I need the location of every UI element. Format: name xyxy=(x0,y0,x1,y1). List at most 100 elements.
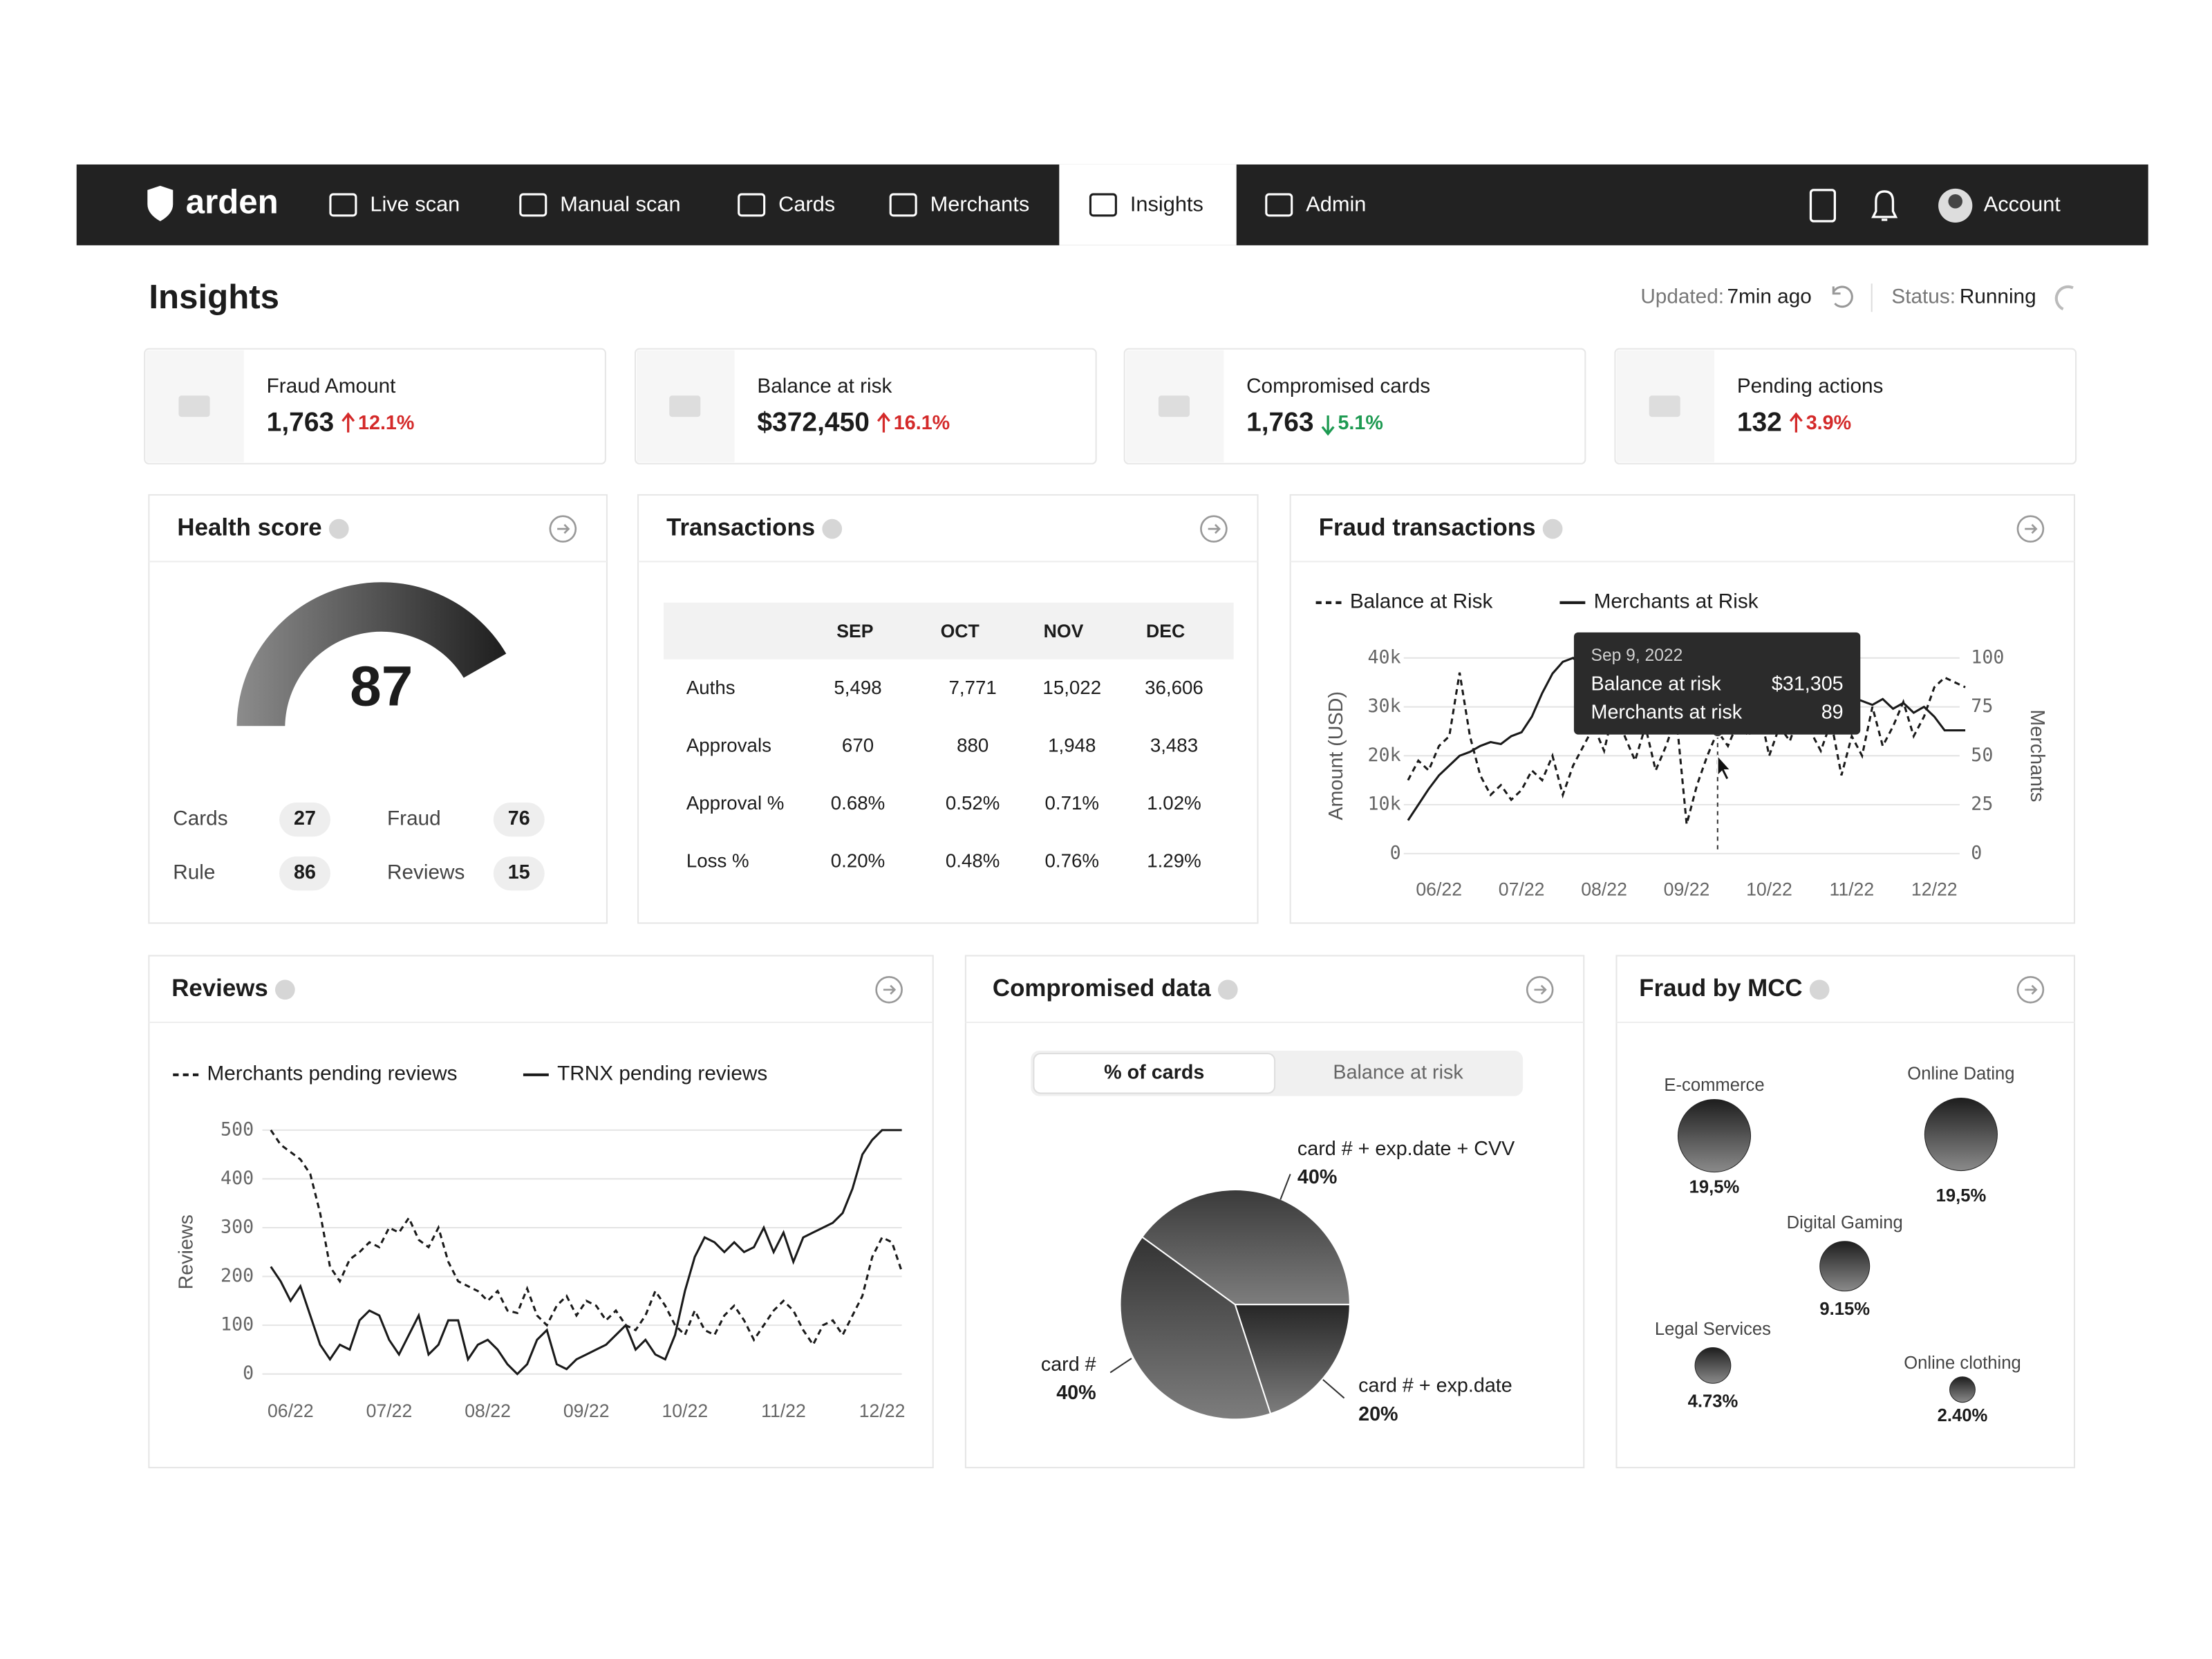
column-header: DEC xyxy=(1146,621,1185,641)
health-score: 87 xyxy=(350,655,413,718)
kpi-arrow xyxy=(1321,415,1335,436)
kpi-label: Compromised cards xyxy=(1246,375,1430,397)
x-tick-label: 09/22 xyxy=(1664,879,1710,899)
bubble-label: Online clothing xyxy=(1904,1353,2021,1373)
y-tick-label: 200 xyxy=(221,1265,254,1286)
panel-link-arrow xyxy=(1208,524,1221,534)
series-line xyxy=(270,1130,903,1347)
nav-icon xyxy=(329,193,357,217)
bubble xyxy=(1819,1241,1871,1292)
x-tick-label: 07/22 xyxy=(1499,879,1545,899)
info-icon[interactable] xyxy=(274,980,295,1000)
panel-link-arrow xyxy=(883,984,897,995)
panel-title: Reviews xyxy=(171,975,268,1002)
table-cell: 7,771 xyxy=(949,677,997,698)
panel xyxy=(1615,955,2076,1469)
slice-value: 40% xyxy=(1056,1382,1096,1404)
table-header xyxy=(664,602,1234,659)
nav-icon xyxy=(889,193,917,217)
status-label: Status: xyxy=(1891,285,1956,308)
table-cell: 670 xyxy=(842,735,874,756)
legend-label: Merchants pending reviews xyxy=(207,1062,457,1085)
table-cell: 0.52% xyxy=(946,792,1000,814)
table-cell: 0.68% xyxy=(831,792,885,814)
y-tick-label: 10k xyxy=(1368,794,1401,815)
table-cell: 0.20% xyxy=(831,850,885,872)
table-cell: 5,498 xyxy=(834,677,881,698)
kpi-label: Balance at risk xyxy=(757,375,892,397)
nav-item[interactable]: Insights xyxy=(1130,192,1203,216)
avatar-face xyxy=(1948,194,1962,209)
stat-pill xyxy=(493,803,545,837)
panel-link-arrow xyxy=(2025,524,2038,534)
panel-title: Fraud transactions xyxy=(1319,514,1536,541)
nav-item[interactable]: Admin xyxy=(1306,192,1366,216)
tab[interactable]: % of cards xyxy=(1104,1061,1204,1083)
info-icon[interactable] xyxy=(1217,980,1238,1000)
x-tick-label: 12/22 xyxy=(1911,879,1958,899)
kpi-value: 1,763 xyxy=(1246,408,1314,438)
y-tick-label: 40k xyxy=(1368,646,1401,668)
stat-label: Cards xyxy=(173,807,227,830)
account[interactable]: Account xyxy=(1984,192,2061,216)
x-tick-label: 12/22 xyxy=(859,1400,906,1421)
kpi-icon xyxy=(178,395,210,418)
series-line xyxy=(1407,672,1966,825)
slice-label: card # + exp.date + CVV xyxy=(1297,1138,1515,1160)
column-header: OCT xyxy=(941,621,980,641)
bubble-label: Legal Services xyxy=(1655,1320,1771,1339)
table-cell: 1.29% xyxy=(1147,850,1201,872)
panel-link[interactable] xyxy=(2016,515,2045,543)
panel xyxy=(637,494,1259,924)
cursor xyxy=(1716,754,1732,781)
nav-item[interactable]: Cards xyxy=(778,192,835,216)
bubble-label: Digital Gaming xyxy=(1787,1213,1903,1232)
table-cell: 880 xyxy=(957,735,988,756)
updated-value: 7min ago xyxy=(1727,285,1811,308)
refresh-icon[interactable] xyxy=(1832,285,1853,308)
nav-icon xyxy=(738,193,766,217)
info-icon[interactable] xyxy=(328,518,349,539)
panel-link[interactable] xyxy=(2016,975,2045,1004)
y-tick-label: 300 xyxy=(221,1217,254,1238)
kpi-card xyxy=(634,348,1097,465)
kpi-icon xyxy=(1158,395,1190,418)
panel xyxy=(148,494,608,924)
y-axis-label: Amount (USD) xyxy=(1325,691,1347,821)
nav-item[interactable]: Manual scan xyxy=(560,192,680,216)
panel-link[interactable] xyxy=(1526,975,1554,1004)
kpi-card xyxy=(144,348,606,465)
series-line xyxy=(270,1129,902,1376)
y-tick-label: 100 xyxy=(221,1314,254,1335)
info-icon[interactable] xyxy=(822,518,843,539)
kpi-value: 1,763 xyxy=(267,408,335,438)
x-tick-label: 08/22 xyxy=(465,1400,511,1421)
kpi-arrow xyxy=(341,412,355,433)
info-icon[interactable] xyxy=(1542,518,1563,539)
slice-label: card # + exp.date xyxy=(1358,1375,1512,1397)
slice-label: card # xyxy=(1041,1353,1096,1376)
bubble-value: 4.73% xyxy=(1688,1391,1738,1411)
info-icon[interactable] xyxy=(1809,980,1830,1000)
panel-link-arrow xyxy=(557,524,570,534)
panel-link[interactable] xyxy=(549,515,577,543)
y2-tick-label: 75 xyxy=(1971,695,1993,717)
panel-title: Health score xyxy=(177,514,321,541)
y-axis-label: Reviews xyxy=(175,1215,197,1289)
nav-item[interactable]: Live scan xyxy=(370,192,460,216)
panel-link[interactable] xyxy=(1200,515,1228,543)
tab-active xyxy=(1033,1053,1276,1094)
kpi-card xyxy=(1614,348,2077,465)
panel-link[interactable] xyxy=(875,975,903,1004)
tooltip-label: Balance at risk xyxy=(1591,673,1722,695)
nav-item[interactable]: Merchants xyxy=(930,192,1030,216)
kpi-change: 5.1% xyxy=(1338,412,1382,434)
tab[interactable]: Balance at risk xyxy=(1333,1061,1463,1083)
brand: arden xyxy=(186,182,279,221)
table-cell: 1.02% xyxy=(1147,792,1201,814)
bell-icon[interactable] xyxy=(1871,190,1898,221)
y-tick-label: 400 xyxy=(221,1168,254,1189)
gauge xyxy=(236,582,507,727)
table-cell: 0.76% xyxy=(1045,850,1100,872)
docs-icon[interactable] xyxy=(1809,189,1836,223)
